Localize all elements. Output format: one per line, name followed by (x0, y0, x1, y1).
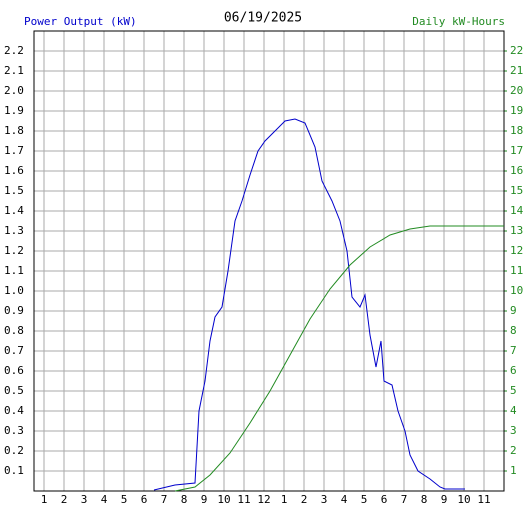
series-line (153, 118, 465, 491)
y2-tick-label: 14 (510, 204, 524, 217)
y2-tick-label: 2 (510, 444, 517, 457)
x-tick-label: 1 (281, 493, 288, 506)
y2-tick-label: 6 (510, 364, 517, 377)
y-tick-label: 0.7 (4, 344, 24, 357)
y2-tick-label: 4 (510, 404, 517, 417)
y-tick-label: 2.2 (4, 44, 24, 57)
y-tick-label: 1.8 (4, 124, 24, 137)
left-axis-title: Power Output (kW) (24, 15, 137, 28)
right-axis-title: Daily kW-Hours (412, 15, 505, 28)
y-tick-label: 2.1 (4, 64, 24, 77)
y2-tick-label: 12 (510, 244, 523, 257)
y2-tick-label: 16 (510, 164, 523, 177)
x-tick-label: 10 (457, 493, 470, 506)
y2-tick-label: 1 (510, 464, 517, 477)
y-tick-label: 0.9 (4, 304, 24, 317)
y-tick-label: 0.3 (4, 424, 24, 437)
y-tick-label: 0.1 (4, 464, 24, 477)
x-tick-label: 3 (81, 493, 88, 506)
y-tick-label: 1.7 (4, 144, 24, 157)
chart-title: 06/19/2025 (224, 11, 302, 26)
x-tick-label: 3 (321, 493, 328, 506)
x-tick-label: 8 (421, 493, 428, 506)
y2-tick-label: 7 (510, 344, 517, 357)
y2-tick-label: 13 (510, 224, 523, 237)
y-tick-label: 1.6 (4, 164, 24, 177)
y-tick-label: 0.2 (4, 444, 24, 457)
y-tick-label: 1.2 (4, 244, 24, 257)
y2-tick-label: 22 (510, 44, 523, 57)
x-tick-label: 11 (477, 493, 490, 506)
y-tick-label: 1.0 (4, 284, 24, 297)
y-tick-label: 1.1 (4, 264, 24, 277)
y-tick-label: 2.0 (4, 84, 24, 97)
x-tick-label: 9 (441, 493, 448, 506)
y2-tick-label: 15 (510, 184, 523, 197)
x-tick-label: 2 (301, 493, 308, 506)
y-tick-label: 0.6 (4, 364, 24, 377)
x-tick-label: 5 (361, 493, 368, 506)
y2-tick-label: 17 (510, 144, 523, 157)
x-tick-label: 7 (401, 493, 408, 506)
x-tick-label: 6 (141, 493, 148, 506)
x-tick-label: 5 (121, 493, 128, 506)
y2-tick-label: 10 (510, 284, 523, 297)
y-tick-label: 0.4 (4, 404, 24, 417)
x-tick-label: 1 (41, 493, 48, 506)
y-tick-label: 1.3 (4, 224, 24, 237)
x-tick-label: 2 (61, 493, 68, 506)
y2-tick-label: 20 (510, 84, 523, 97)
x-tick-label: 7 (161, 493, 168, 506)
x-tick-label: 11 (237, 493, 250, 506)
y2-tick-label: 18 (510, 124, 523, 137)
y-tick-label: 0.8 (4, 324, 24, 337)
y-tick-label: 1.9 (4, 104, 24, 117)
series-line (174, 225, 504, 492)
y2-tick-label: 11 (510, 264, 523, 277)
y-tick-label: 1.4 (4, 204, 24, 217)
y2-tick-label: 19 (510, 104, 523, 117)
y2-tick-label: 9 (510, 304, 517, 317)
y2-tick-label: 5 (510, 384, 517, 397)
x-tick-label: 6 (381, 493, 388, 506)
x-tick-label: 12 (257, 493, 270, 506)
x-tick-label: 9 (201, 493, 208, 506)
x-tick-label: 4 (341, 493, 348, 506)
y-tick-label: 0.5 (4, 384, 24, 397)
y-tick-label: 1.5 (4, 184, 24, 197)
x-tick-label: 4 (101, 493, 108, 506)
x-tick-label: 10 (217, 493, 230, 506)
y2-tick-label: 3 (510, 424, 517, 437)
x-tick-label: 8 (181, 493, 188, 506)
plot-frame (33, 30, 505, 492)
y2-tick-label: 8 (510, 324, 517, 337)
y2-tick-label: 21 (510, 64, 523, 77)
